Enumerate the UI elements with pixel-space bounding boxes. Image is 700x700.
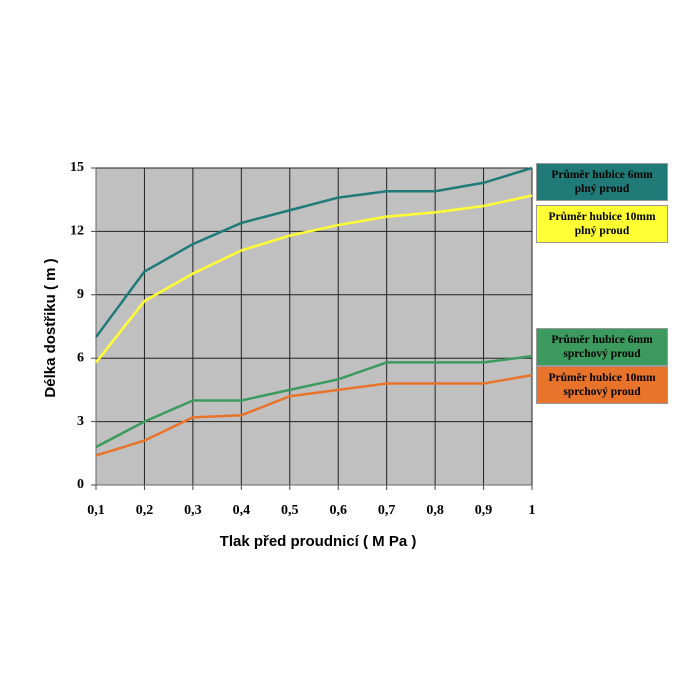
series-line [94,166,533,338]
x-tick-label: 1 [529,503,536,518]
x-tick-label: 0,6 [329,503,347,518]
y-axis-title: Délka dostřiku ( m ) [42,258,59,397]
x-tick-label: 0,1 [87,503,105,518]
series-line [95,354,533,449]
y-tick-label: 9 [77,287,84,302]
x-tick-label: 0,4 [233,503,251,518]
series-line [95,194,533,364]
series-line [95,373,533,457]
plot-area [96,168,532,485]
x-tick-label: 0,2 [136,503,154,518]
x-tick-label: 0,5 [281,503,299,518]
x-tick-label: 0,3 [184,503,202,518]
x-tick-label: 0,8 [426,503,444,518]
x-tick-label: 0,9 [475,503,493,518]
legend-entry: Průměr hubice 6mm sprchový proud [536,328,668,366]
y-tick-label: 0 [77,477,84,492]
x-axis-title: Tlak před proudnicí ( M Pa ) [220,533,417,550]
legend-entry: Průměr hubice 10mm sprchový proud [536,366,668,404]
legend-entry: Průměr hubice 10mm plný proud [536,205,668,243]
y-tick-label: 12 [70,224,84,239]
x-tick-label: 0,7 [378,503,396,518]
y-tick-label: 3 [77,414,84,429]
y-tick-label: 15 [70,160,84,175]
legend-entry: Průměr hubice 6mm plný proud [536,163,668,201]
y-tick-label: 6 [77,350,84,365]
